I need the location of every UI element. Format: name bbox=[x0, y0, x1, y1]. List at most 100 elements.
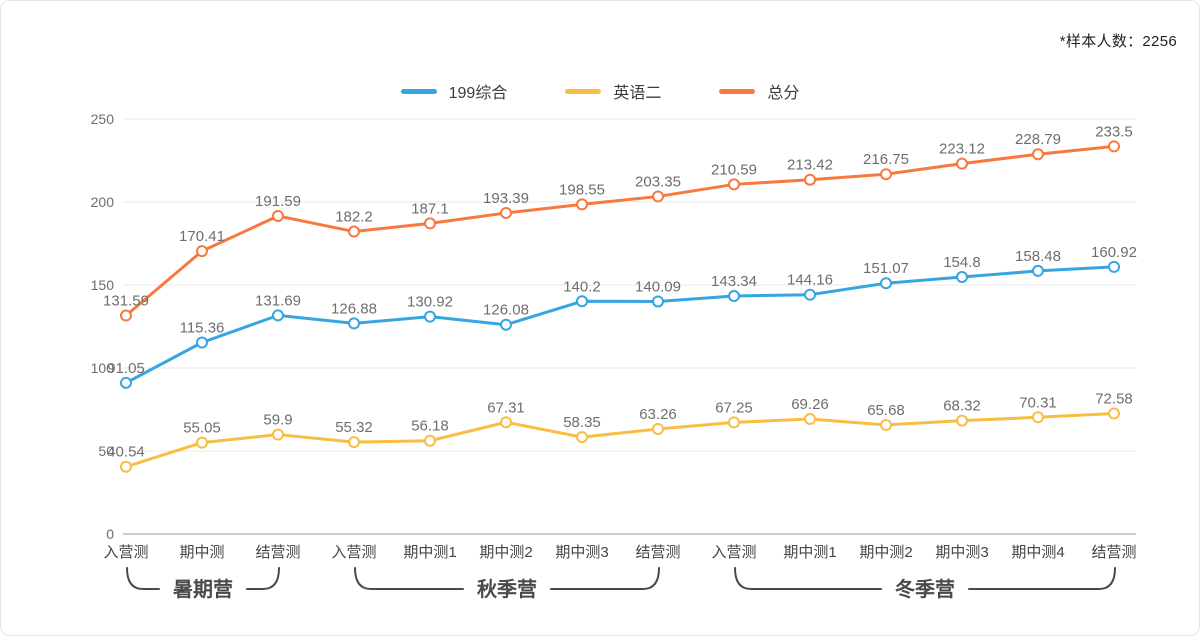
data-point[interactable] bbox=[348, 317, 360, 330]
data-point-value-label: 182.2 bbox=[335, 209, 373, 226]
data-point-value-label: 158.48 bbox=[1015, 248, 1061, 265]
data-point[interactable] bbox=[728, 290, 740, 303]
data-point[interactable] bbox=[804, 173, 816, 186]
legend-item-199-zonghe[interactable]: 199综合 bbox=[400, 79, 508, 103]
x-axis-category-label: 结营测 bbox=[255, 544, 300, 561]
data-point-value-label: 126.88 bbox=[331, 300, 377, 317]
data-point[interactable] bbox=[804, 288, 816, 301]
data-point[interactable] bbox=[880, 277, 892, 290]
x-axis-category-label: 入营测 bbox=[711, 544, 756, 561]
x-axis-category-label: 期中测3 bbox=[555, 544, 608, 561]
data-point-value-label: 154.8 bbox=[943, 254, 981, 271]
y-axis-tick-label: 200 bbox=[91, 194, 115, 210]
data-point[interactable] bbox=[424, 310, 436, 323]
data-point[interactable] bbox=[120, 460, 132, 473]
data-point[interactable] bbox=[196, 336, 208, 349]
data-point[interactable] bbox=[120, 309, 132, 322]
x-axis-category-label: 期中测1 bbox=[783, 544, 836, 561]
data-point[interactable] bbox=[1032, 148, 1044, 161]
data-point[interactable] bbox=[652, 295, 664, 308]
x-axis-category-label: 期中测 bbox=[179, 544, 224, 561]
data-point-value-label: 59.9 bbox=[263, 412, 292, 429]
data-point[interactable] bbox=[196, 245, 208, 258]
x-axis-category-label: 期中测3 bbox=[935, 544, 988, 561]
data-point[interactable] bbox=[272, 309, 284, 322]
data-point-value-label: 198.55 bbox=[559, 181, 605, 198]
data-point-value-label: 151.07 bbox=[863, 260, 909, 277]
y-axis-tick-label: 150 bbox=[91, 277, 115, 293]
data-point[interactable] bbox=[956, 414, 968, 427]
data-point[interactable] bbox=[652, 422, 664, 435]
x-axis-category-label: 入营测 bbox=[103, 544, 148, 561]
data-point[interactable] bbox=[500, 318, 512, 331]
y-axis-tick-label: 100 bbox=[91, 360, 115, 376]
data-point-value-label: 67.31 bbox=[487, 399, 525, 416]
camp-group-label: 秋季营 bbox=[477, 577, 537, 601]
x-axis-category-label: 期中测2 bbox=[479, 544, 532, 561]
data-point-value-label: 216.75 bbox=[863, 151, 909, 168]
legend-label: 199综合 bbox=[448, 85, 508, 102]
data-point[interactable] bbox=[728, 416, 740, 429]
data-point[interactable] bbox=[348, 225, 360, 238]
group-brace-left bbox=[126, 567, 160, 590]
x-axis-category-label: 期中测2 bbox=[859, 544, 912, 561]
data-point-value-label: 228.79 bbox=[1015, 131, 1061, 148]
data-point[interactable] bbox=[576, 198, 588, 211]
data-point[interactable] bbox=[956, 157, 968, 170]
data-point[interactable] bbox=[120, 376, 132, 389]
data-point-value-label: 223.12 bbox=[939, 141, 985, 158]
data-point[interactable] bbox=[500, 206, 512, 219]
x-axis-category-label: 期中测1 bbox=[403, 544, 456, 561]
data-point[interactable] bbox=[348, 436, 360, 449]
x-axis-category-label: 结营测 bbox=[1091, 544, 1136, 561]
data-point-value-label: 203.35 bbox=[635, 173, 681, 190]
data-point[interactable] bbox=[500, 416, 512, 429]
data-point[interactable] bbox=[424, 434, 436, 447]
data-point[interactable] bbox=[576, 431, 588, 444]
data-point[interactable] bbox=[880, 418, 892, 431]
data-point-value-label: 213.42 bbox=[787, 157, 833, 174]
data-point[interactable] bbox=[272, 209, 284, 222]
data-point[interactable] bbox=[576, 295, 588, 308]
data-point-value-label: 191.59 bbox=[255, 193, 301, 210]
x-axis-category-label: 结营测 bbox=[635, 544, 680, 561]
data-point[interactable] bbox=[956, 271, 968, 284]
data-point[interactable] bbox=[1032, 264, 1044, 277]
data-point[interactable] bbox=[196, 436, 208, 449]
y-axis-tick-label: 250 bbox=[91, 111, 115, 127]
data-point-value-label: 131.59 bbox=[103, 293, 149, 310]
data-point[interactable] bbox=[1108, 407, 1120, 420]
legend-item-zongfen[interactable]: 总分 bbox=[719, 79, 799, 103]
data-point-value-label: 233.5 bbox=[1095, 123, 1133, 140]
x-axis-category-label: 入营测 bbox=[331, 544, 376, 561]
data-point[interactable] bbox=[652, 190, 664, 203]
data-point-value-label: 193.39 bbox=[483, 190, 529, 207]
x-axis-category-label: 期中测4 bbox=[1011, 544, 1064, 561]
data-point[interactable] bbox=[880, 168, 892, 181]
data-point[interactable] bbox=[1108, 260, 1120, 273]
data-point-value-label: 40.54 bbox=[107, 444, 145, 461]
data-point-value-label: 67.25 bbox=[715, 399, 753, 416]
series-line bbox=[124, 144, 1116, 318]
data-point-value-label: 140.2 bbox=[563, 278, 601, 295]
data-point-value-label: 55.05 bbox=[183, 420, 221, 437]
y-axis-tick-label: 0 bbox=[106, 526, 114, 542]
data-point[interactable] bbox=[1108, 140, 1120, 153]
data-point-value-label: 70.31 bbox=[1019, 394, 1057, 411]
legend-item-yingyu-er[interactable]: 英语二 bbox=[565, 79, 661, 103]
data-point[interactable] bbox=[1032, 411, 1044, 424]
data-point[interactable] bbox=[804, 413, 816, 426]
series-line bbox=[124, 412, 1116, 469]
data-point-value-label: 69.26 bbox=[791, 396, 829, 413]
data-point[interactable] bbox=[424, 217, 436, 230]
legend-line-swatch-blue bbox=[400, 88, 437, 94]
legend-line-swatch-yellow bbox=[565, 88, 602, 94]
data-point-value-label: 131.69 bbox=[255, 292, 301, 309]
data-point[interactable] bbox=[728, 178, 740, 191]
group-brace-left bbox=[354, 567, 464, 590]
data-point-value-label: 170.41 bbox=[179, 228, 225, 245]
group-brace-right bbox=[246, 567, 280, 590]
data-point[interactable] bbox=[272, 428, 284, 441]
data-point-value-label: 56.18 bbox=[411, 418, 449, 435]
